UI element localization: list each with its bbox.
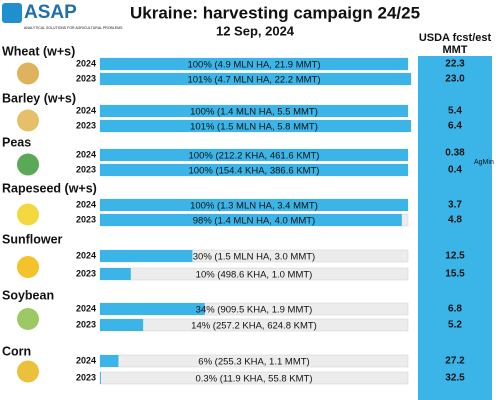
value-label: 101% (1.5 MLN HA, 5.8 MMT): [190, 122, 318, 133]
crop-name: Sunflower: [2, 232, 63, 246]
year-label: 2024: [76, 105, 96, 115]
year-label: 2023: [76, 372, 96, 382]
usda-value: 4.8: [448, 215, 462, 226]
bar: [100, 355, 119, 367]
value-label: 10% (498.6 KHA, 1.0 MMT): [196, 270, 313, 281]
crop-name: Rapeseed (w+s): [2, 181, 97, 195]
year-label: 2023: [76, 73, 96, 83]
year-label: 2023: [76, 164, 96, 174]
value-label: 100% (212.2 KHA, 461.6 KMT): [189, 151, 320, 162]
crop-icon: [17, 256, 39, 278]
bar: [100, 268, 131, 280]
logo: ASAP ANALYTICAL SOLUTIONS FOR AGRICULTUR…: [2, 2, 123, 30]
usda-value: 32.5: [445, 373, 465, 384]
usda-header: MMT: [442, 44, 467, 56]
year-label: 2024: [76, 303, 96, 313]
bar: [100, 250, 193, 262]
value-label: 101% (4.7 MLN HA, 22.2 MMT): [187, 75, 320, 86]
value-label: 14% (257.2 KHA, 624.8 KMT): [191, 321, 317, 332]
value-label: 34% (909.5 KHA, 1.9 MMT): [196, 305, 313, 316]
value-label: 98% (1.4 MLN HA, 4.0 MMT): [193, 216, 315, 227]
year-label: 2023: [76, 214, 96, 224]
logo-tagline: ANALYTICAL SOLUTIONS FOR AGRICULTURAL PR…: [24, 26, 123, 30]
bar: [100, 303, 205, 315]
crop-icon: [17, 153, 39, 176]
bar: [100, 120, 412, 132]
crop-icon: [17, 203, 39, 226]
usda-value: 6.8: [448, 304, 462, 315]
crop-icon: [17, 109, 39, 132]
bar: [100, 149, 408, 161]
year-label: 2024: [76, 355, 96, 365]
crop-icon: [17, 308, 39, 330]
bar: [100, 73, 412, 85]
usda-value: 22.3: [445, 59, 465, 70]
bar: [100, 199, 408, 211]
value-label: 0.3% (11.9 KHA, 55.8 KMT): [195, 374, 312, 385]
bar: [100, 164, 408, 176]
usda-value: 5.2: [448, 320, 462, 331]
year-label: 2024: [76, 58, 96, 68]
usda-value: 0.4: [448, 165, 462, 176]
bar: [100, 319, 144, 331]
value-label: 100% (4.9 MLN HA, 21.9 MMT): [187, 60, 320, 71]
usda-value: 5.4: [448, 106, 462, 117]
crop-icon: [17, 62, 39, 85]
crop-icon: [17, 360, 39, 383]
usda-value: 0.38: [445, 148, 465, 159]
usda-note: AgMin: [474, 159, 494, 166]
crop-name: Wheat (w+s): [2, 44, 75, 58]
value-label: 6% (255.3 KHA, 1.1 MMT): [198, 357, 309, 368]
chart-title: Ukraine: harvesting campaign 24/25: [130, 3, 420, 22]
chart-subtitle: 12 Sep, 2024: [216, 23, 295, 38]
year-label: 2024: [76, 149, 96, 159]
usda-header: USDA fcst/est: [419, 32, 492, 44]
usda-value: 6.4: [448, 121, 462, 132]
bar: [100, 105, 408, 117]
usda-value: 3.7: [448, 200, 462, 211]
logo-name: ASAP: [24, 2, 77, 23]
year-label: 2024: [76, 199, 96, 209]
usda-value: 15.5: [445, 269, 465, 280]
year-label: 2023: [76, 120, 96, 130]
value-label: 100% (1.3 MLN HA, 3.4 MMT): [190, 201, 318, 212]
year-label: 2024: [76, 250, 96, 260]
value-label: 30% (1.5 MLN HA, 3.0 MMT): [193, 252, 315, 263]
value-label: 100% (154.4 KHA, 386.6 KMT): [189, 166, 320, 177]
crop-name: Peas: [2, 135, 31, 149]
crop-name: Corn: [2, 344, 31, 358]
crop-name: Soybean: [2, 288, 54, 302]
crop-name: Barley (w+s): [2, 91, 76, 105]
usda-value: 27.2: [445, 356, 465, 367]
bar: [100, 372, 101, 384]
year-label: 2023: [76, 268, 96, 278]
usda-value: 23.0: [445, 74, 465, 85]
usda-column: [418, 56, 492, 400]
value-label: 100% (1.4 MLN HA, 5.5 MMT): [190, 107, 318, 118]
year-label: 2023: [76, 319, 96, 329]
usda-value: 12.5: [445, 251, 465, 262]
bar: [100, 58, 408, 70]
bar: [100, 214, 402, 226]
